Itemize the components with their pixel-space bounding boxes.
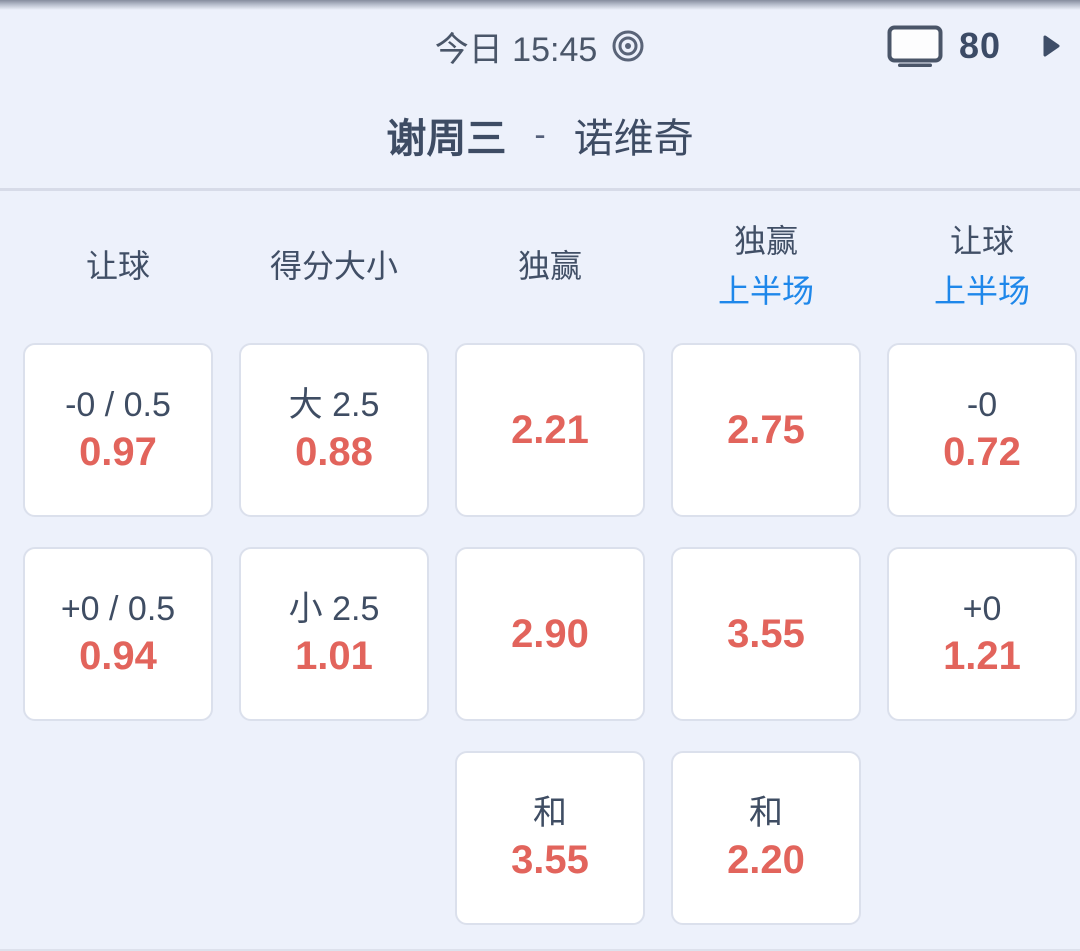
arrow-right-icon [1043,34,1060,58]
column-header-over-under: 得分大小 [239,242,429,292]
header-divider [0,188,1080,191]
odds-cell[interactable]: 和 3.55 [455,751,645,925]
odds-cell[interactable]: 2.21 [455,343,645,517]
odds-cell[interactable]: +0 / 0.5 0.94 [23,547,213,721]
odds-cell-value: 3.55 [511,838,589,882]
column-header-handicap-first-half: 让球 上半场 [887,217,1077,316]
odds-cell[interactable]: 小 2.5 1.01 [239,547,429,721]
column-title: 得分大小 [269,248,398,285]
target-icon [611,29,645,63]
market-column-headers: 让球 得分大小 独赢 独赢 上半场 让球 上半场 [0,191,1080,343]
live-tv-button[interactable]: 80 [887,25,1060,67]
odds-cell-label: 小 2.5 [288,590,380,628]
team-separator: - [534,115,546,154]
odds-grid: -0 / 0.5 0.97 大 2.5 0.88 2.21 2.75 -0 0.… [0,343,1080,925]
column-title: 独赢 [733,223,798,260]
home-team-name: 谢周三 [386,117,507,161]
column-header-moneyline-first-half: 独赢 上半场 [671,217,861,316]
odds-cell[interactable]: 3.55 [671,547,861,721]
odds-cell-label: 和 [749,794,783,832]
odds-cell-label: -0 [966,386,998,424]
odds-cell-value: 0.88 [295,430,373,474]
column-subtitle: 上半场 [717,273,814,309]
odds-cell-value: 2.75 [727,408,805,452]
away-team-name: 诺维奇 [573,117,694,161]
status-bar-shadow [0,0,1080,10]
odds-cell[interactable]: 和 2.20 [671,751,861,925]
odds-cell[interactable]: 2.75 [671,343,861,517]
match-time-label: 今日 15:45 [434,30,598,69]
empty-cell [239,751,429,925]
odds-cell-value: 0.97 [79,430,157,474]
column-subtitle: 上半场 [933,273,1030,309]
odds-cell[interactable]: 2.90 [455,547,645,721]
tv-icon [887,25,943,67]
column-header-handicap: 让球 [23,242,213,292]
odds-cell-value: 2.20 [727,838,805,882]
odds-cell-label: 和 [533,794,567,832]
odds-cell[interactable]: -0 0.72 [887,343,1077,517]
column-title: 让球 [85,248,150,285]
column-title: 独赢 [517,248,582,285]
column-title: 让球 [949,223,1014,260]
odds-cell-value: 0.72 [943,430,1021,474]
match-time-bar: 今日 15:45 80 [0,10,1080,82]
odds-cell-label: 大 2.5 [288,386,380,424]
column-header-moneyline: 独赢 [455,242,645,292]
odds-cell-label: +0 [962,590,1002,628]
match-time-group: 今日 15:45 [435,22,646,71]
match-title: 谢周三 - 诺维奇 [0,82,1080,188]
odds-cell-value: 1.01 [295,634,373,678]
odds-cell[interactable]: 大 2.5 0.88 [239,343,429,517]
empty-cell [23,751,213,925]
odds-cell-value: 2.21 [511,408,589,452]
odds-cell-value: 3.55 [727,612,805,656]
odds-cell-label: +0 / 0.5 [60,590,176,628]
odds-cell[interactable]: +0 1.21 [887,547,1077,721]
odds-cell-value: 1.21 [943,634,1021,678]
odds-cell-label: -0 / 0.5 [65,386,171,424]
odds-cell-value: 0.94 [79,634,157,678]
odds-cell[interactable]: -0 / 0.5 0.97 [23,343,213,517]
empty-cell [887,751,1077,925]
channel-count: 80 [958,25,1001,66]
odds-cell-value: 2.90 [511,612,589,656]
